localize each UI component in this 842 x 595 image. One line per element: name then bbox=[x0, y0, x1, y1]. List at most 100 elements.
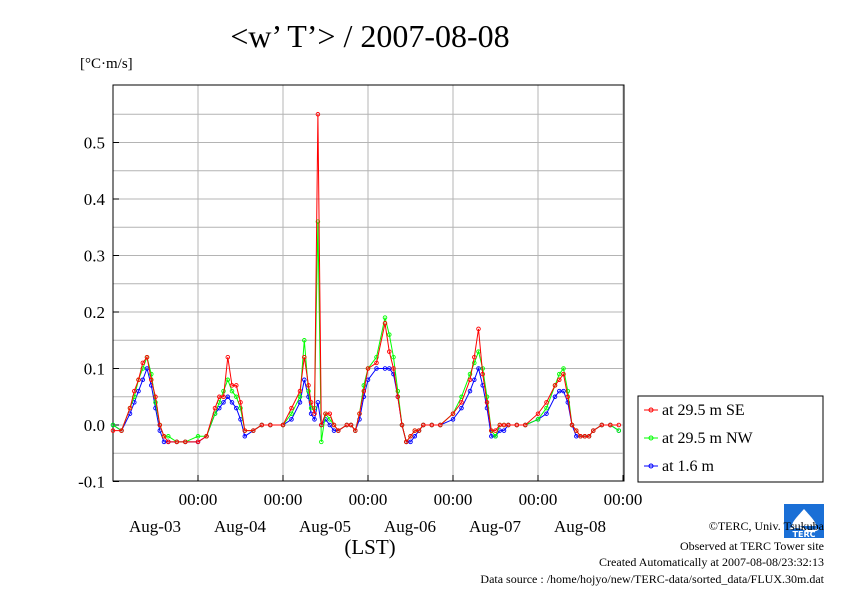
data-point bbox=[361, 383, 367, 388]
data-point bbox=[365, 366, 371, 371]
data-point bbox=[297, 394, 303, 400]
data-point bbox=[557, 388, 562, 394]
legend-label: at 29.5 m SE bbox=[662, 402, 745, 419]
data-point bbox=[438, 422, 443, 428]
data-point bbox=[225, 394, 231, 400]
data-point bbox=[467, 371, 473, 377]
y-tick-label: 0.3 bbox=[84, 247, 105, 266]
data-point bbox=[161, 434, 167, 439]
data-point bbox=[484, 394, 490, 400]
data-point bbox=[395, 388, 401, 394]
data-point bbox=[289, 411, 294, 416]
data-point bbox=[467, 377, 473, 383]
y-tick-label: 0.5 bbox=[84, 134, 105, 153]
data-point bbox=[387, 349, 392, 354]
data-point bbox=[574, 434, 579, 439]
logo-text: TERC bbox=[793, 530, 816, 539]
data-point bbox=[302, 338, 307, 343]
data-point bbox=[149, 371, 154, 377]
data-point bbox=[616, 428, 622, 433]
data-point bbox=[514, 422, 520, 428]
data-point bbox=[315, 400, 321, 405]
data-point bbox=[153, 400, 158, 405]
data-point bbox=[195, 439, 201, 445]
data-point bbox=[382, 315, 388, 320]
data-point bbox=[489, 428, 494, 433]
footer-copyright: ©TERC, Univ. Tsukuba bbox=[709, 519, 825, 533]
data-point bbox=[374, 354, 379, 360]
data-point bbox=[289, 417, 294, 422]
data-point bbox=[544, 411, 549, 416]
chart-title: <w’ T’> / 2007-08-08 bbox=[230, 18, 509, 54]
data-point bbox=[348, 422, 354, 428]
data-point bbox=[161, 439, 167, 445]
data-point bbox=[308, 400, 314, 405]
y-axis-unit: [°C·m/s] bbox=[80, 56, 133, 72]
data-point bbox=[399, 422, 405, 428]
data-point bbox=[289, 405, 294, 411]
data-point bbox=[234, 405, 239, 411]
data-point bbox=[472, 360, 477, 366]
data-point bbox=[149, 377, 154, 383]
legend: at 29.5 m SE at 29.5 m NW at 1.6 m bbox=[637, 395, 824, 483]
data-point bbox=[387, 366, 392, 371]
series-at-29-5-m-se bbox=[110, 112, 622, 445]
data-point bbox=[395, 394, 401, 400]
data-point bbox=[450, 417, 456, 422]
data-point bbox=[493, 428, 498, 433]
data-point bbox=[127, 405, 133, 411]
data-point bbox=[110, 422, 116, 428]
data-point bbox=[140, 360, 146, 366]
data-point bbox=[382, 366, 388, 371]
x-tick-time-label: 00:00 bbox=[349, 490, 388, 509]
data-point bbox=[238, 405, 243, 411]
data-point bbox=[501, 428, 507, 433]
series-layer bbox=[110, 112, 622, 445]
data-point bbox=[561, 366, 566, 371]
data-point bbox=[472, 377, 477, 383]
x-tick-date-label: Aug-06 bbox=[384, 517, 436, 536]
legend-box bbox=[637, 395, 824, 483]
data-point bbox=[506, 422, 511, 428]
legend-swatch-marker bbox=[648, 463, 654, 469]
footer-observed: Observed at TERC Tower site bbox=[680, 539, 824, 553]
data-point bbox=[493, 434, 498, 439]
footer-created: Created Automatically at 2007-08-08/23:3… bbox=[599, 555, 824, 569]
data-point bbox=[242, 428, 248, 433]
data-point bbox=[136, 377, 141, 383]
data-point bbox=[229, 400, 235, 405]
data-point bbox=[557, 371, 562, 377]
data-point bbox=[353, 428, 358, 433]
data-point bbox=[312, 417, 317, 422]
y-tick-label: 0.1 bbox=[84, 360, 105, 379]
data-point bbox=[327, 422, 333, 428]
data-point bbox=[251, 428, 256, 433]
data-point bbox=[204, 434, 209, 439]
data-point bbox=[221, 400, 226, 405]
water-drop-icon bbox=[792, 509, 816, 526]
data-point bbox=[569, 422, 575, 428]
data-point bbox=[591, 428, 596, 433]
data-point bbox=[552, 394, 558, 400]
data-point bbox=[561, 388, 566, 394]
legend-swatch-marker bbox=[648, 435, 654, 441]
data-point bbox=[331, 422, 337, 428]
grid-lines bbox=[113, 85, 624, 481]
data-point bbox=[229, 383, 235, 388]
data-point bbox=[315, 219, 321, 224]
data-point bbox=[327, 411, 333, 416]
data-point bbox=[268, 422, 273, 428]
x-tick-date-label: Aug-03 bbox=[129, 517, 181, 536]
x-tick-date-label: Aug-07 bbox=[469, 517, 521, 536]
data-point bbox=[312, 411, 317, 416]
data-point bbox=[140, 377, 146, 383]
data-point bbox=[416, 428, 422, 433]
data-point bbox=[217, 394, 222, 400]
data-point bbox=[480, 371, 485, 377]
data-point bbox=[459, 400, 464, 405]
data-point bbox=[302, 377, 307, 383]
data-point bbox=[382, 321, 388, 326]
data-point bbox=[408, 434, 413, 439]
x-axis-label: (LST) bbox=[344, 535, 395, 559]
data-point bbox=[544, 405, 549, 411]
